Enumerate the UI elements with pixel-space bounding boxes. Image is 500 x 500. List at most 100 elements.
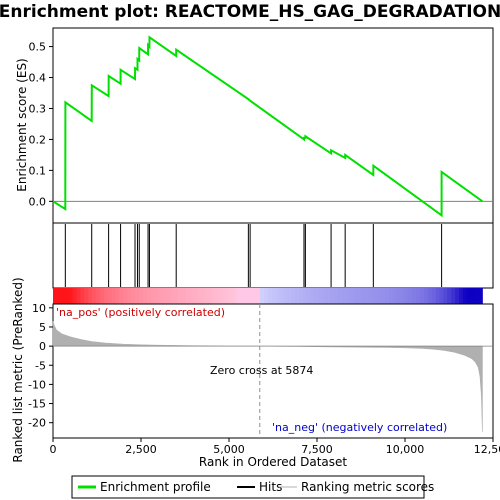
heat-bar-segment bbox=[455, 288, 460, 304]
heat-bar-segment bbox=[302, 288, 308, 304]
heat-bar-segment bbox=[197, 288, 202, 304]
heat-bar-segment bbox=[416, 288, 421, 304]
heat-bar-segment bbox=[209, 288, 214, 304]
heat-bar-segment bbox=[361, 288, 366, 304]
heat-bar-segment bbox=[252, 288, 257, 304]
es-y-tick-label: 0.3 bbox=[29, 102, 47, 115]
es-y-tick-label: 0.5 bbox=[29, 41, 47, 54]
heat-bar-segment bbox=[228, 288, 233, 304]
heat-bar-segment bbox=[451, 288, 456, 304]
heat-bar-segment bbox=[232, 288, 237, 304]
heat-bar-segment bbox=[174, 288, 179, 304]
heat-bar-segment bbox=[131, 288, 136, 304]
heat-bar-segment bbox=[345, 288, 351, 304]
es-y-tick-label: 0.2 bbox=[29, 133, 47, 146]
heat-bar-segment bbox=[287, 288, 292, 304]
heat-bar-segment bbox=[115, 288, 120, 304]
heat-bar-segment bbox=[138, 288, 144, 304]
heat-bar-segment bbox=[119, 288, 124, 304]
heat-bar-segment bbox=[349, 288, 355, 304]
heat-bar-segment bbox=[439, 288, 444, 304]
heat-bar-segment bbox=[68, 288, 73, 304]
heat-bar-segment bbox=[240, 288, 245, 304]
x-axis-label: Rank in Ordered Dataset bbox=[199, 455, 347, 469]
x-tick-label: 5,000 bbox=[213, 443, 245, 456]
heat-bar-segment bbox=[353, 288, 358, 304]
zero-cross-annotation: Zero cross at 5874 bbox=[210, 364, 313, 377]
heat-bar-segment bbox=[404, 288, 409, 304]
neg-annotation: 'na_neg' (negatively correlated) bbox=[272, 421, 447, 434]
rank-y-axis-label: Ranked list metric (PreRanked) bbox=[11, 277, 25, 462]
heat-bar-segment bbox=[470, 288, 476, 304]
heat-bar-segment bbox=[306, 288, 312, 304]
x-tick-label: 2,500 bbox=[125, 443, 157, 456]
es-y-tick-label: 0.4 bbox=[29, 72, 47, 85]
heat-bar-segment bbox=[334, 288, 339, 304]
heat-bar-segment bbox=[216, 288, 222, 304]
heat-bar-segment bbox=[213, 288, 218, 304]
heat-bar-segment bbox=[142, 288, 148, 304]
legend-enrichment-label: Enrichment profile bbox=[100, 480, 211, 494]
es-y-axis-label: Enrichment score (ES) bbox=[15, 58, 29, 191]
heat-bar-segment bbox=[314, 288, 319, 304]
heat-bar-segment bbox=[244, 288, 249, 304]
heat-bar-segment bbox=[341, 288, 347, 304]
heat-bar-segment bbox=[318, 288, 323, 304]
heat-bar-segment bbox=[56, 288, 62, 304]
heat-bar-segment bbox=[474, 288, 479, 304]
heat-bar-segment bbox=[267, 288, 273, 304]
heat-bar-segment bbox=[158, 288, 163, 304]
rank-y-tick-label: 5 bbox=[39, 321, 46, 334]
heat-bar-segment bbox=[127, 288, 132, 304]
rank-y-tick-label: -20 bbox=[28, 417, 46, 430]
enrichment-profile-line bbox=[52, 35, 483, 218]
heat-bar-segment bbox=[88, 288, 93, 304]
heat-bar-segment bbox=[330, 288, 335, 304]
heat-bar-segment bbox=[443, 288, 448, 304]
hits-panel bbox=[52, 222, 494, 289]
heat-bar-segment bbox=[322, 288, 327, 304]
heat-bar-segment bbox=[380, 288, 386, 304]
heat-bar-segment bbox=[72, 288, 77, 304]
heat-bar-segment bbox=[95, 288, 101, 304]
heat-bar-segment bbox=[53, 288, 58, 304]
heat-bar-segment bbox=[134, 288, 140, 304]
heat-bar-segment bbox=[419, 288, 425, 304]
heat-bar-segment bbox=[459, 288, 464, 304]
heat-bar-segment bbox=[377, 288, 382, 304]
heat-bar-segment bbox=[111, 288, 116, 304]
heat-bar-segment bbox=[326, 288, 331, 304]
heat-bar-segment bbox=[373, 288, 378, 304]
heat-bar-segment bbox=[92, 288, 97, 304]
heat-bar-segment bbox=[271, 288, 276, 304]
heat-bar-segment bbox=[291, 288, 296, 304]
heat-bar-segment bbox=[76, 288, 81, 304]
heat-bar-segment bbox=[162, 288, 167, 304]
heat-bar-segment bbox=[99, 288, 105, 304]
heat-bar-segment bbox=[295, 288, 300, 304]
heat-bar-segment bbox=[412, 288, 417, 304]
chart-title: Enrichment plot: REACTOME_HS_GAG_DEGRADA… bbox=[0, 2, 500, 22]
heat-bar-segment bbox=[400, 288, 405, 304]
heat-bar-segment bbox=[392, 288, 397, 304]
heat-bar-segment bbox=[357, 288, 362, 304]
heat-bar-segment bbox=[369, 288, 374, 304]
x-tick-label: 7,500 bbox=[301, 443, 333, 456]
heat-bar-segment bbox=[478, 288, 483, 304]
heat-bar-segment bbox=[205, 288, 210, 304]
heat-bar-segment bbox=[103, 288, 109, 304]
heat-bar-segment bbox=[123, 288, 128, 304]
rank-y-tick-label: -10 bbox=[28, 378, 46, 391]
heat-bar-segment bbox=[298, 288, 304, 304]
heat-bar-segment bbox=[466, 288, 472, 304]
es-y-tick-label: 0.1 bbox=[29, 164, 47, 177]
heat-bar-segment bbox=[64, 288, 70, 304]
x-tick-label: 10,000 bbox=[386, 443, 425, 456]
heat-bar-segment bbox=[384, 288, 390, 304]
heat-bar-segment bbox=[177, 288, 183, 304]
heat-bar-segment bbox=[166, 288, 171, 304]
enrichment-panel bbox=[52, 27, 494, 224]
legend-ranking-label: Ranking metric scores bbox=[301, 480, 434, 494]
heat-bar-segment bbox=[146, 288, 151, 304]
heat-bar-segment bbox=[310, 288, 315, 304]
